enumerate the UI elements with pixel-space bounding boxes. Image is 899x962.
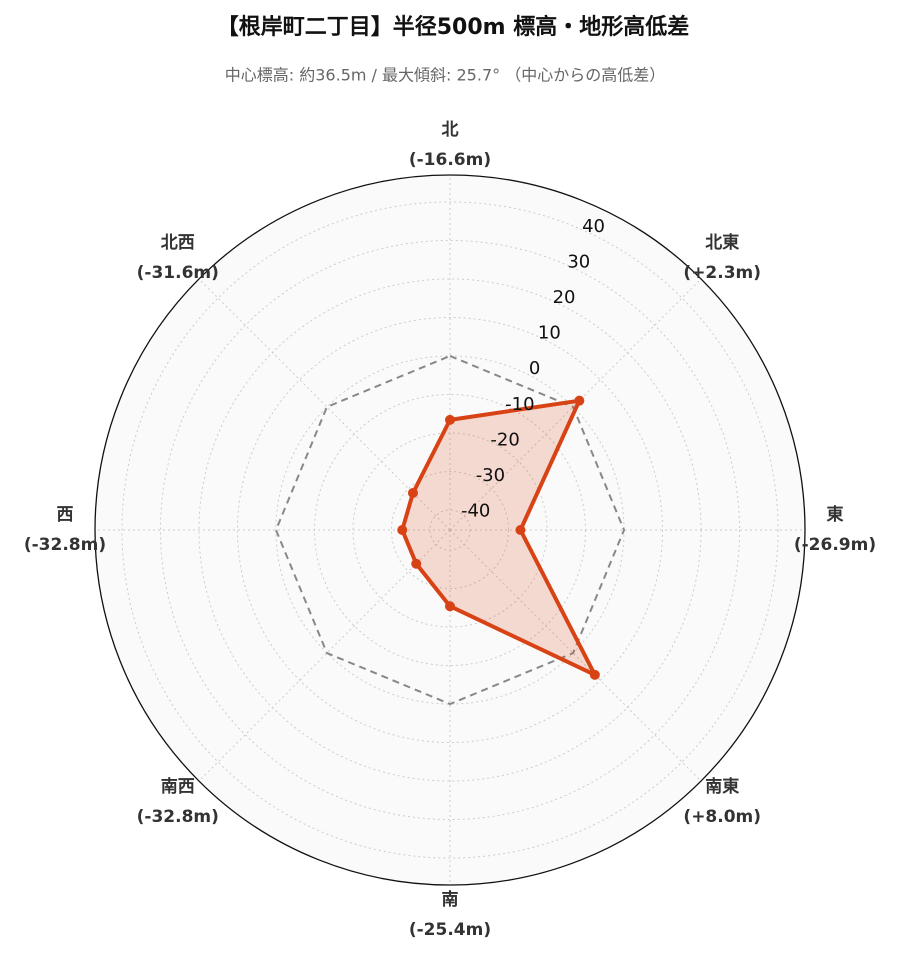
data-point (515, 525, 526, 535)
data-point (574, 395, 585, 406)
grid-spoke (198, 529, 451, 782)
category-label: 北東 (705, 232, 739, 253)
value-label: (-26.9m) (794, 535, 876, 555)
r-tick-label: -10 (505, 394, 534, 415)
data-point (407, 487, 418, 498)
value-label: (-31.6m) (137, 263, 219, 283)
r-tick-label: -20 (490, 429, 519, 450)
value-label: (-25.4m) (409, 920, 491, 940)
r-tick-label: 30 (567, 251, 590, 272)
category-label: 北西 (161, 233, 195, 253)
category-label: 西 (57, 505, 74, 525)
chart-subtitle: 中心標高: 約36.5m / 最大傾斜: 25.7° （中心からの高低差） (225, 66, 665, 85)
grid-circle (121, 201, 779, 859)
data-point (589, 669, 600, 680)
r-tick-label: -30 (476, 465, 505, 486)
data-point (397, 525, 408, 535)
value-label: (-32.8m) (137, 807, 219, 827)
category-label: 北 (442, 120, 459, 140)
r-tick-label: -40 (461, 501, 490, 522)
value-label: (-16.6m) (409, 150, 491, 170)
value-label: (+2.3m) (683, 263, 761, 283)
data-point (445, 601, 455, 612)
data-point (411, 558, 422, 569)
category-label: 南西 (161, 776, 195, 797)
data-point (445, 414, 455, 425)
plot-border (94, 174, 806, 886)
reference-line (274, 354, 626, 706)
r-tick-label: 20 (553, 287, 576, 308)
grid-circle (159, 239, 741, 821)
r-tick-label: 40 (582, 216, 605, 237)
grid-spoke (449, 529, 702, 782)
grid-circle (390, 470, 510, 590)
grid-spoke (198, 278, 451, 531)
category-label: 東 (827, 504, 844, 525)
grid-spoke (449, 278, 702, 531)
category-label: 南 (442, 889, 459, 910)
category-label: 南東 (705, 776, 739, 797)
r-tick-label: 0 (529, 358, 540, 379)
grid-circle (236, 316, 664, 744)
value-label: (-32.8m) (24, 535, 106, 555)
value-label: (+8.0m) (683, 807, 761, 827)
r-tick-label: 10 (538, 323, 561, 344)
chart-title: 【根岸町二丁目】半径500m 標高・地形高低差 (217, 14, 690, 40)
grid-circle (352, 432, 548, 628)
